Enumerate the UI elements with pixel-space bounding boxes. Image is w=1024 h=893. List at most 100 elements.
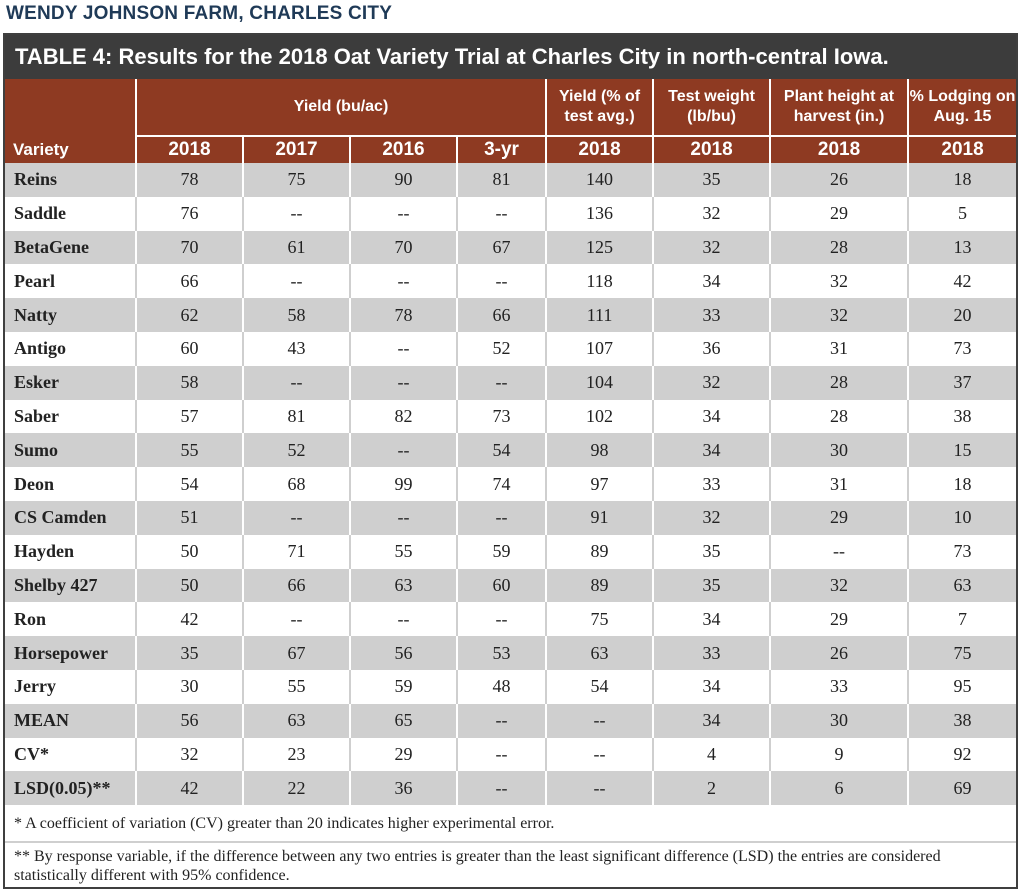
- cell-variety: Antigo: [5, 331, 137, 366]
- header-variety-label: Variety: [13, 140, 69, 159]
- cell-plant-height: 30: [770, 703, 910, 738]
- cell-yield-2017: 43: [243, 331, 351, 366]
- cell-plant-height: --: [770, 534, 910, 569]
- header-plant-height: Plant height at harvest (in.): [770, 79, 910, 137]
- cell-yield-2016: 65: [350, 703, 458, 738]
- cell-plant-height: 33: [770, 669, 910, 704]
- table-row: Antigo 60 43 -- 52 107 36 31 73: [5, 331, 1017, 366]
- cell-test-weight: 2: [653, 771, 772, 806]
- cell-lodging: 18: [908, 467, 1017, 501]
- cell-variety: Deon: [5, 467, 137, 501]
- cell-yield-2016: 78: [350, 298, 458, 332]
- table-row: Sumo 55 52 -- 54 98 34 30 15: [5, 433, 1017, 468]
- subheader-yield-2017: 2017: [243, 136, 351, 163]
- table-title: TABLE 4: Results for the 2018 Oat Variet…: [5, 35, 1016, 79]
- cell-yield-pct: 97: [546, 467, 655, 501]
- cell-yield-pct: 102: [546, 399, 655, 434]
- cell-yield-3yr: 74: [457, 467, 548, 501]
- cell-plant-height: 26: [770, 636, 910, 670]
- cell-variety: CS Camden: [5, 500, 137, 535]
- cell-yield-3yr: 60: [457, 568, 548, 603]
- cell-plant-height: 29: [770, 602, 910, 637]
- cell-lodging: 95: [908, 669, 1017, 704]
- cell-yield-pct: 89: [546, 568, 655, 603]
- cell-yield-2016: --: [350, 602, 458, 637]
- cell-yield-2017: 68: [243, 467, 351, 501]
- table-row: LSD(0.05)** 42 22 36 -- -- 2 6 69: [5, 771, 1017, 806]
- cell-yield-2017: --: [243, 602, 351, 637]
- cell-lodging: 37: [908, 365, 1017, 400]
- cell-yield-3yr: --: [457, 771, 548, 806]
- cell-yield-pct: --: [546, 737, 655, 772]
- cell-yield-2017: 71: [243, 534, 351, 569]
- cell-yield-2018: 78: [136, 163, 244, 197]
- cell-yield-2018: 30: [136, 669, 244, 704]
- cell-yield-3yr: --: [457, 365, 548, 400]
- cell-variety: Saber: [5, 399, 137, 434]
- cell-test-weight: 36: [653, 331, 772, 366]
- cell-yield-2016: 59: [350, 669, 458, 704]
- cell-yield-2016: --: [350, 433, 458, 468]
- cell-yield-2018: 51: [136, 500, 244, 535]
- subheader-test-weight-2018: 2018: [653, 136, 772, 163]
- cell-variety: Jerry: [5, 669, 137, 704]
- cell-yield-pct: 89: [546, 534, 655, 569]
- cell-lodging: 38: [908, 703, 1017, 738]
- footnotes: * A coefficient of variation (CV) greate…: [5, 807, 1016, 889]
- cell-variety: Reins: [5, 163, 137, 197]
- cell-plant-height: 30: [770, 433, 910, 468]
- cell-yield-2017: --: [243, 500, 351, 535]
- cell-yield-2017: 61: [243, 230, 351, 265]
- table-row: Reins 78 75 90 81 140 35 26 18: [5, 163, 1017, 197]
- cell-lodging: 13: [908, 230, 1017, 265]
- table-row: CS Camden 51 -- -- -- 91 32 29 10: [5, 500, 1017, 535]
- cell-yield-2017: 63: [243, 703, 351, 738]
- table-title-text: Results for the 2018 Oat Variety Trial a…: [118, 44, 889, 69]
- cell-lodging: 38: [908, 399, 1017, 434]
- cell-yield-3yr: --: [457, 602, 548, 637]
- cell-yield-2018: 76: [136, 196, 244, 231]
- cell-plant-height: 28: [770, 230, 910, 265]
- cell-yield-2018: 55: [136, 433, 244, 468]
- cell-yield-pct: 75: [546, 602, 655, 637]
- cell-plant-height: 28: [770, 365, 910, 400]
- footnote-cv: * A coefficient of variation (CV) greate…: [14, 815, 555, 832]
- cell-variety: Hayden: [5, 534, 137, 569]
- table-row: Jerry 30 55 59 48 54 34 33 95: [5, 669, 1017, 704]
- cell-variety: Horsepower: [5, 636, 137, 670]
- cell-yield-2016: --: [350, 264, 458, 299]
- cell-lodging: 73: [908, 331, 1017, 366]
- cell-yield-2018: 62: [136, 298, 244, 332]
- cell-plant-height: 32: [770, 264, 910, 299]
- cell-yield-3yr: --: [457, 500, 548, 535]
- cell-yield-pct: 107: [546, 331, 655, 366]
- cell-yield-2016: 29: [350, 737, 458, 772]
- cell-yield-2018: 57: [136, 399, 244, 434]
- cell-test-weight: 35: [653, 163, 772, 197]
- cell-yield-pct: 125: [546, 230, 655, 265]
- cell-yield-3yr: 48: [457, 669, 548, 704]
- cell-variety: Ron: [5, 602, 137, 637]
- cell-yield-pct: 98: [546, 433, 655, 468]
- cell-lodging: 10: [908, 500, 1017, 535]
- cell-plant-height: 32: [770, 298, 910, 332]
- table-row: Deon 54 68 99 74 97 33 31 18: [5, 467, 1017, 501]
- table-row: Ron 42 -- -- -- 75 34 29 7: [5, 602, 1017, 637]
- cell-yield-2016: 70: [350, 230, 458, 265]
- cell-yield-2016: 55: [350, 534, 458, 569]
- cell-test-weight: 34: [653, 602, 772, 637]
- subheader-pct-2018: 2018: [546, 136, 655, 163]
- table-body: Reins 78 75 90 81 140 35 26 18 Saddle 76 -- -- -- 136 3…: [5, 163, 1017, 806]
- cell-yield-2016: 99: [350, 467, 458, 501]
- cell-plant-height: 29: [770, 500, 910, 535]
- cell-yield-3yr: --: [457, 264, 548, 299]
- cell-test-weight: 34: [653, 703, 772, 738]
- cell-yield-2017: 22: [243, 771, 351, 806]
- cell-plant-height: 29: [770, 196, 910, 231]
- cell-yield-2017: 67: [243, 636, 351, 670]
- cell-yield-2018: 56: [136, 703, 244, 738]
- footnote-lsd: ** By response variable, if the differen…: [5, 841, 1016, 889]
- cell-yield-2018: 42: [136, 602, 244, 637]
- subheader-yield-2018: 2018: [136, 136, 244, 163]
- cell-yield-2018: 50: [136, 534, 244, 569]
